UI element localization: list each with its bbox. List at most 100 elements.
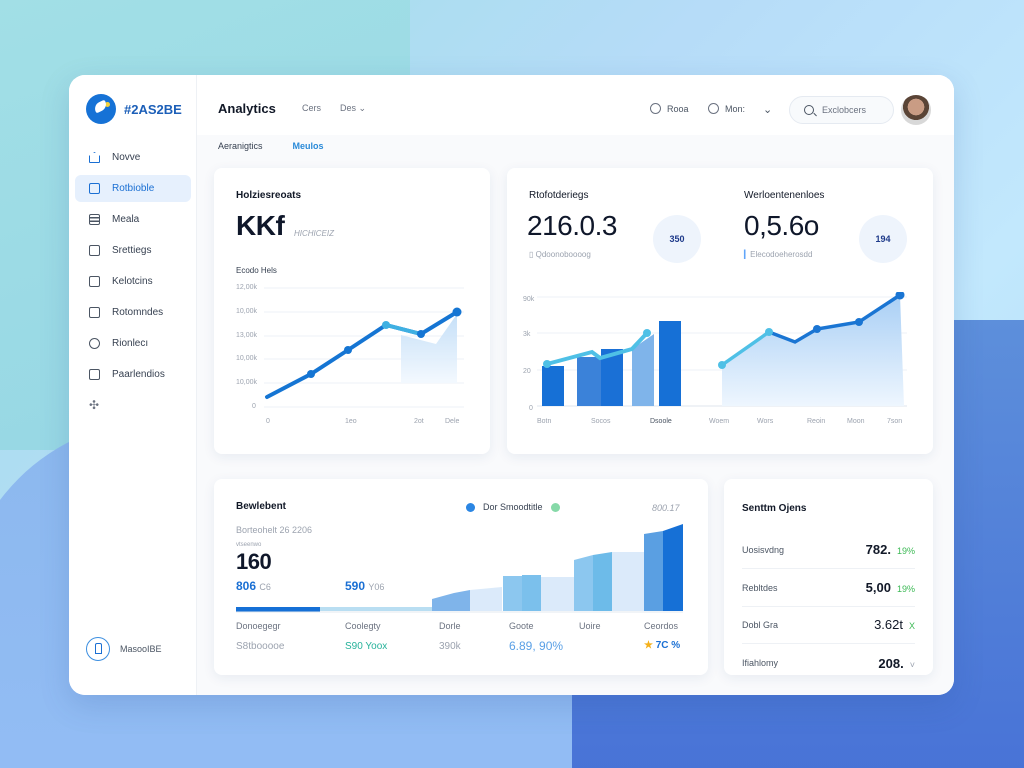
stat-name: Ifiahlomy <box>742 658 779 668</box>
stat-value: 782. <box>865 542 891 557</box>
top-bar: Analytics Cers Des ⌄ Rooa Mon: ⌄ Exclobc… <box>197 75 954 135</box>
x-tick: Woem <box>709 418 730 425</box>
sidebar-item-label: Paarlendios <box>112 369 165 380</box>
x-tick: Reoin <box>807 418 826 425</box>
kpi-badge: 350 <box>653 215 701 263</box>
list-icon <box>89 214 100 225</box>
y-tick: 10,00k <box>236 355 258 362</box>
main-area: Analytics Cers Des ⌄ Rooa Mon: ⌄ Exclobc… <box>197 75 954 695</box>
y-tick: 13,00k <box>236 332 258 339</box>
x-tick: 2ot <box>414 418 424 425</box>
column-label: Goote <box>509 621 534 631</box>
column-value: S8tbooooe <box>236 641 285 652</box>
sidebar-item-6[interactable]: Rotomndes <box>75 299 191 326</box>
x-tick: Dsoole <box>650 418 672 425</box>
small-label: vtseenwo <box>236 542 262 548</box>
kpi-note: ▎Elecodoeherosdd <box>744 250 813 259</box>
tab-2-active[interactable]: Meulos <box>292 141 324 151</box>
stat-delta: 19% <box>896 584 915 594</box>
app-window: #2AS2BE Novve Rotbioble Meala Srettiegs … <box>69 75 954 695</box>
stats-row[interactable]: Dobl Gra 3.62t X <box>742 606 915 644</box>
column-label: Dorle <box>439 621 461 631</box>
account-label: MasooIBE <box>120 644 162 654</box>
toolbar-item-label: Rooa <box>667 103 689 114</box>
kpi-value: KKf <box>236 210 285 241</box>
star-icon: ★ <box>644 640 653 651</box>
x-tick: Dele <box>445 418 460 425</box>
folder-icon <box>89 245 100 256</box>
sidebar-item-label: Novve <box>112 152 141 163</box>
y-tick: 0 <box>529 405 533 412</box>
x-tick: Botn <box>537 418 552 425</box>
header-dropdown[interactable]: Des ⌄ <box>340 103 366 114</box>
sidebar-item-label: Rotomndes <box>112 307 164 318</box>
avatar[interactable] <box>901 95 931 125</box>
header-link[interactable]: Cers <box>302 103 322 113</box>
stat-unit: C6 <box>259 582 271 592</box>
stats-row[interactable]: Rebltdes 5,00 19% <box>742 569 915 607</box>
legend-dot-green <box>550 502 560 512</box>
stat-value: 208. <box>878 655 904 671</box>
stat-unit: Y06 <box>368 582 385 592</box>
search-placeholder: Exclobcers <box>822 105 867 115</box>
x-tick: Wors <box>757 418 774 425</box>
x-tick: Moon <box>847 418 865 425</box>
toolbar-item-1[interactable]: Rooa <box>650 103 689 114</box>
y-tick: 12,00k <box>236 284 258 291</box>
chart-label: Ecodo Hels <box>236 266 277 275</box>
sidebar-item-label: Rotbioble <box>112 183 155 194</box>
sidebar-item-label: Rionlecı <box>112 338 149 349</box>
y-tick: 90k <box>523 296 535 303</box>
column-value: 390k <box>439 641 461 652</box>
search-input[interactable]: Exclobcers <box>789 96 894 124</box>
clipboard-icon <box>89 276 100 287</box>
stat-delta: 19% <box>896 546 915 556</box>
sidebar-item-7[interactable]: Rionlecı <box>75 330 191 357</box>
chevron-down-icon[interactable]: ⌄ <box>763 104 773 116</box>
sidebar-item-8[interactable]: Paarlendios <box>75 361 191 388</box>
sidebar-item-5[interactable]: Kelotcins <box>75 268 191 295</box>
y-tick: 10,00k <box>236 379 258 386</box>
stat-name: Uosisvdng <box>742 544 785 555</box>
home-icon <box>89 152 100 163</box>
box-icon <box>89 307 100 318</box>
brand-logo[interactable]: #2AS2BE <box>86 94 182 124</box>
pin-icon <box>89 338 100 349</box>
column-label: Uoire <box>579 621 601 631</box>
column-value: 7C % <box>655 640 681 651</box>
tab-1[interactable]: Aeranigtics <box>218 141 263 151</box>
y-tick: 20 <box>523 368 531 375</box>
stats-row[interactable]: Uosisvdng 782. 19% <box>742 531 915 569</box>
stat-value: 5,00 <box>865 580 891 595</box>
sidebar-item-active[interactable]: Rotbioble <box>75 175 191 202</box>
sidebar-item-home[interactable]: Novve <box>75 144 191 171</box>
sidebar-item-label: Kelotcins <box>112 276 153 287</box>
legend-dot-blue <box>466 502 475 512</box>
puzzle-icon: ✣ <box>89 398 100 412</box>
stat-value: 806 <box>236 579 257 593</box>
legend-label: Dor Smoodtitle <box>483 502 543 512</box>
sidebar-item-extensions[interactable]: ✣ <box>75 392 191 419</box>
toolbar-item-2[interactable]: Mon: <box>708 103 745 114</box>
line-chart <box>264 287 464 408</box>
card-title: Rtofotderiegs <box>529 190 589 201</box>
legend: Dor Smoodtitle <box>466 502 560 512</box>
bar-area-chart <box>537 292 907 407</box>
sidebar-item-label: Srettiegs <box>112 245 152 256</box>
kpi-note-text: Qdoonoboooog <box>535 250 591 259</box>
column-label: Donoegegr <box>236 621 281 631</box>
account-button[interactable]: MasooIBE <box>86 637 162 661</box>
x-tick: 0 <box>266 418 270 425</box>
sidebar: #2AS2BE Novve Rotbioble Meala Srettiegs … <box>69 75 197 695</box>
x-tick: 7son <box>887 418 903 425</box>
clock-icon <box>650 103 661 114</box>
kpi-value: 0,5.6o <box>744 210 819 241</box>
x-tick: Socos <box>591 418 611 425</box>
sidebar-item-label: Meala <box>112 214 140 225</box>
chevron-down-icon[interactable]: ˅ <box>909 659 915 670</box>
search-icon <box>804 105 814 115</box>
sidebar-item-3[interactable]: Meala <box>75 206 191 233</box>
stat-delta: X <box>908 621 915 631</box>
sidebar-item-settings[interactable]: Srettiegs <box>75 237 191 264</box>
stats-row[interactable]: Ifiahlomy 208. ˅ <box>742 644 915 682</box>
